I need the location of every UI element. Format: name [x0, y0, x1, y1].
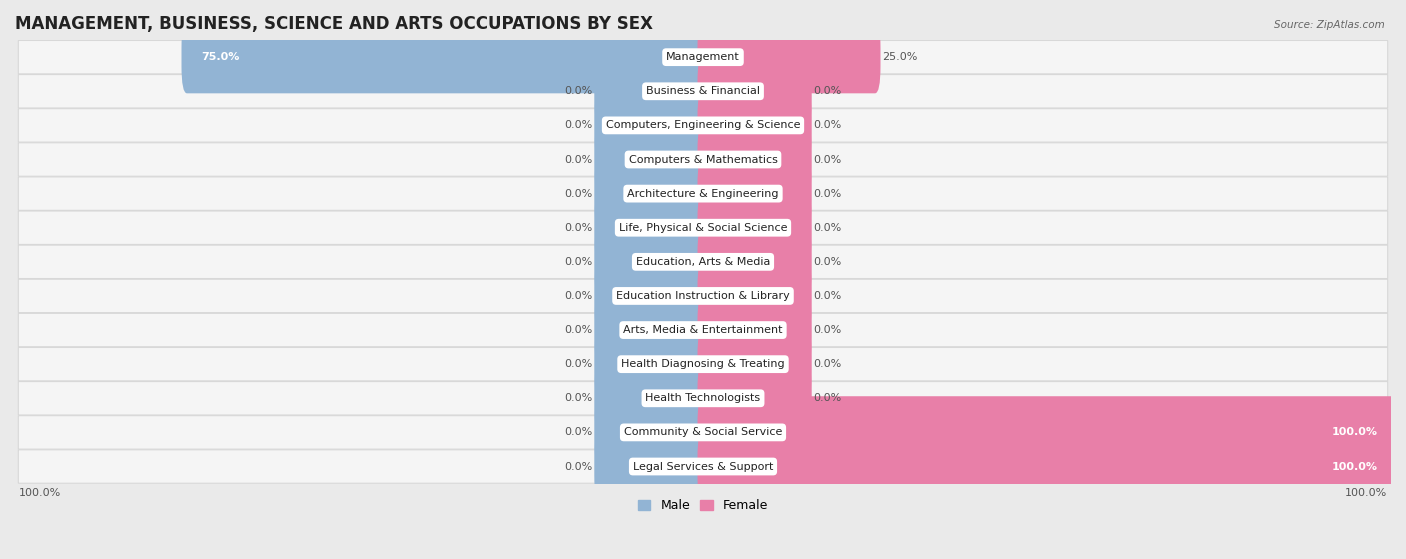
FancyBboxPatch shape [18, 108, 1388, 142]
Text: 0.0%: 0.0% [813, 325, 841, 335]
Text: 0.0%: 0.0% [813, 291, 841, 301]
Text: 0.0%: 0.0% [565, 462, 593, 471]
FancyBboxPatch shape [595, 124, 709, 196]
FancyBboxPatch shape [595, 294, 709, 366]
Text: 100.0%: 100.0% [1346, 487, 1388, 498]
FancyBboxPatch shape [697, 430, 1396, 503]
FancyBboxPatch shape [697, 362, 811, 434]
FancyBboxPatch shape [697, 294, 811, 366]
Text: Computers, Engineering & Science: Computers, Engineering & Science [606, 120, 800, 130]
Text: 0.0%: 0.0% [813, 188, 841, 198]
FancyBboxPatch shape [18, 348, 1388, 381]
Text: 75.0%: 75.0% [201, 52, 239, 62]
Text: 0.0%: 0.0% [565, 188, 593, 198]
FancyBboxPatch shape [18, 211, 1388, 244]
Text: 0.0%: 0.0% [565, 291, 593, 301]
FancyBboxPatch shape [595, 226, 709, 298]
FancyBboxPatch shape [18, 450, 1388, 483]
Text: Life, Physical & Social Science: Life, Physical & Social Science [619, 222, 787, 233]
FancyBboxPatch shape [697, 124, 811, 196]
FancyBboxPatch shape [595, 55, 709, 127]
Text: 0.0%: 0.0% [813, 154, 841, 164]
FancyBboxPatch shape [697, 260, 811, 332]
Text: Health Technologists: Health Technologists [645, 394, 761, 403]
Text: 25.0%: 25.0% [882, 52, 917, 62]
Text: Community & Social Service: Community & Social Service [624, 428, 782, 437]
Text: Arts, Media & Entertainment: Arts, Media & Entertainment [623, 325, 783, 335]
Text: 0.0%: 0.0% [565, 257, 593, 267]
FancyBboxPatch shape [697, 21, 880, 93]
FancyBboxPatch shape [595, 89, 709, 162]
Text: 0.0%: 0.0% [813, 257, 841, 267]
Text: 0.0%: 0.0% [565, 154, 593, 164]
FancyBboxPatch shape [697, 192, 811, 264]
Text: 100.0%: 100.0% [18, 487, 60, 498]
FancyBboxPatch shape [18, 280, 1388, 312]
FancyBboxPatch shape [595, 430, 709, 503]
Text: 0.0%: 0.0% [565, 222, 593, 233]
Text: Architecture & Engineering: Architecture & Engineering [627, 188, 779, 198]
Text: 0.0%: 0.0% [565, 86, 593, 96]
FancyBboxPatch shape [18, 177, 1388, 210]
Text: Computers & Mathematics: Computers & Mathematics [628, 154, 778, 164]
FancyBboxPatch shape [595, 328, 709, 400]
FancyBboxPatch shape [18, 245, 1388, 278]
FancyBboxPatch shape [595, 362, 709, 434]
Text: MANAGEMENT, BUSINESS, SCIENCE AND ARTS OCCUPATIONS BY SEX: MANAGEMENT, BUSINESS, SCIENCE AND ARTS O… [15, 15, 652, 33]
FancyBboxPatch shape [595, 158, 709, 230]
Text: 0.0%: 0.0% [813, 222, 841, 233]
Text: Source: ZipAtlas.com: Source: ZipAtlas.com [1274, 20, 1385, 30]
Text: Education, Arts & Media: Education, Arts & Media [636, 257, 770, 267]
FancyBboxPatch shape [697, 89, 811, 162]
Text: 0.0%: 0.0% [565, 394, 593, 403]
Text: 0.0%: 0.0% [813, 394, 841, 403]
FancyBboxPatch shape [697, 226, 811, 298]
FancyBboxPatch shape [181, 21, 709, 93]
Text: 100.0%: 100.0% [1331, 428, 1378, 437]
FancyBboxPatch shape [697, 328, 811, 400]
Text: 0.0%: 0.0% [565, 325, 593, 335]
FancyBboxPatch shape [18, 74, 1388, 108]
FancyBboxPatch shape [595, 192, 709, 264]
Text: Legal Services & Support: Legal Services & Support [633, 462, 773, 471]
Text: 0.0%: 0.0% [813, 120, 841, 130]
FancyBboxPatch shape [18, 143, 1388, 176]
Text: Business & Financial: Business & Financial [645, 86, 761, 96]
Text: 0.0%: 0.0% [565, 120, 593, 130]
FancyBboxPatch shape [595, 396, 709, 468]
Text: 100.0%: 100.0% [1331, 462, 1378, 471]
FancyBboxPatch shape [697, 55, 811, 127]
Text: Health Diagnosing & Treating: Health Diagnosing & Treating [621, 359, 785, 369]
FancyBboxPatch shape [697, 158, 811, 230]
FancyBboxPatch shape [18, 416, 1388, 449]
FancyBboxPatch shape [697, 396, 1396, 468]
Text: 0.0%: 0.0% [813, 359, 841, 369]
FancyBboxPatch shape [595, 260, 709, 332]
FancyBboxPatch shape [18, 40, 1388, 74]
Text: Management: Management [666, 52, 740, 62]
Text: 0.0%: 0.0% [565, 359, 593, 369]
Text: 0.0%: 0.0% [813, 86, 841, 96]
FancyBboxPatch shape [18, 314, 1388, 347]
FancyBboxPatch shape [18, 382, 1388, 415]
Text: Education Instruction & Library: Education Instruction & Library [616, 291, 790, 301]
Legend: Male, Female: Male, Female [633, 494, 773, 517]
Text: 0.0%: 0.0% [565, 428, 593, 437]
